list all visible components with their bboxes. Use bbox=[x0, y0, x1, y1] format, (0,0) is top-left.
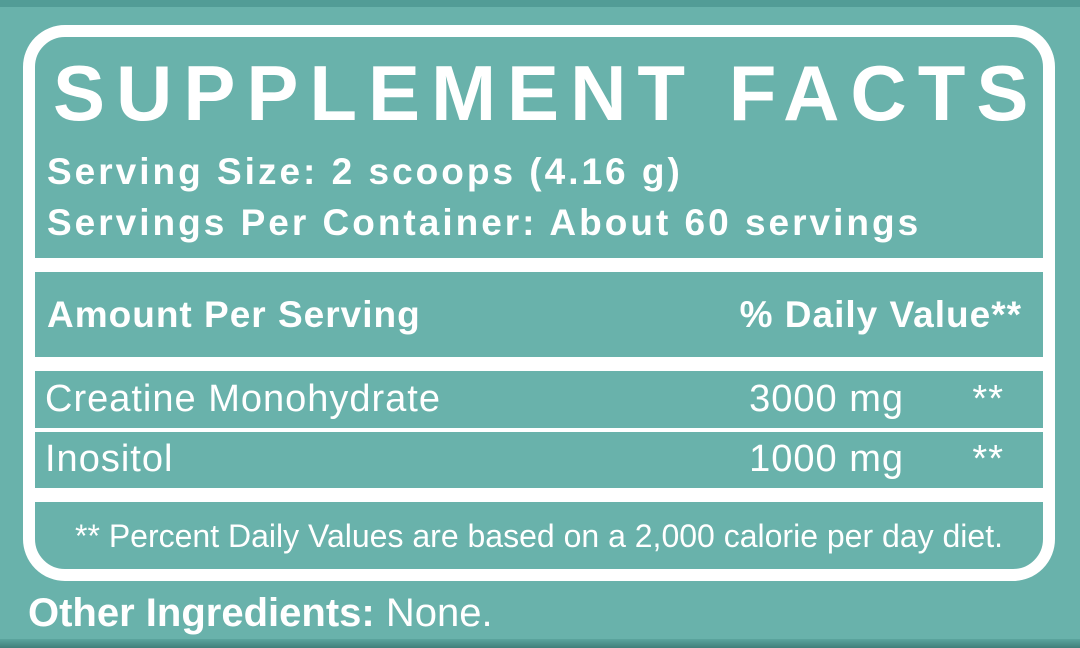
supplement-facts-panel: SUPPLEMENT FACTS Serving Size: 2 scoops … bbox=[23, 25, 1055, 581]
other-ingredients-value: None. bbox=[374, 591, 493, 635]
divider-band bbox=[35, 488, 1043, 502]
panel-title: SUPPLEMENT FACTS bbox=[53, 49, 1040, 137]
serving-size-line: Serving Size: 2 scoops (4.16 g) bbox=[47, 151, 683, 192]
serving-info: Serving Size: 2 scoops (4.16 g) Servings… bbox=[47, 146, 1043, 248]
ingredient-row: Inositol 1000 mg ** bbox=[35, 432, 1043, 489]
amount-per-serving-header: Amount Per Serving bbox=[47, 293, 421, 335]
ingredient-amount: 1000 mg bbox=[749, 438, 904, 481]
ingredient-name: Inositol bbox=[45, 438, 174, 481]
daily-value-header: % Daily Value** bbox=[739, 293, 1022, 335]
daily-value-footnote: ** Percent Daily Values are based on a 2… bbox=[75, 518, 1003, 554]
panel-header-section: SUPPLEMENT FACTS Serving Size: 2 scoops … bbox=[35, 37, 1043, 258]
ingredient-amount: 3000 mg bbox=[749, 377, 904, 420]
ingredient-row: Creatine Monohydrate 3000 mg ** bbox=[35, 371, 1043, 428]
other-ingredients-line: Other Ingredients: None. bbox=[28, 588, 493, 638]
ingredient-name: Creatine Monohydrate bbox=[45, 377, 441, 420]
top-edge-shade bbox=[0, 0, 1080, 7]
bottom-edge-shade bbox=[0, 639, 1080, 648]
servings-per-container-line: Servings Per Container: About 60 serving… bbox=[47, 202, 922, 243]
column-header-row: Amount Per Serving % Daily Value** bbox=[35, 272, 1043, 357]
ingredient-daily-value: ** bbox=[972, 438, 1004, 481]
other-ingredients-label: Other Ingredients: bbox=[28, 591, 375, 635]
ingredient-daily-value: ** bbox=[972, 377, 1004, 420]
footnote-section: ** Percent Daily Values are based on a 2… bbox=[35, 502, 1043, 569]
divider-band bbox=[35, 258, 1043, 272]
row-divider-line bbox=[35, 427, 1043, 432]
ingredient-rows-section: Creatine Monohydrate 3000 mg ** Inositol… bbox=[35, 371, 1043, 488]
divider-band bbox=[35, 357, 1043, 371]
